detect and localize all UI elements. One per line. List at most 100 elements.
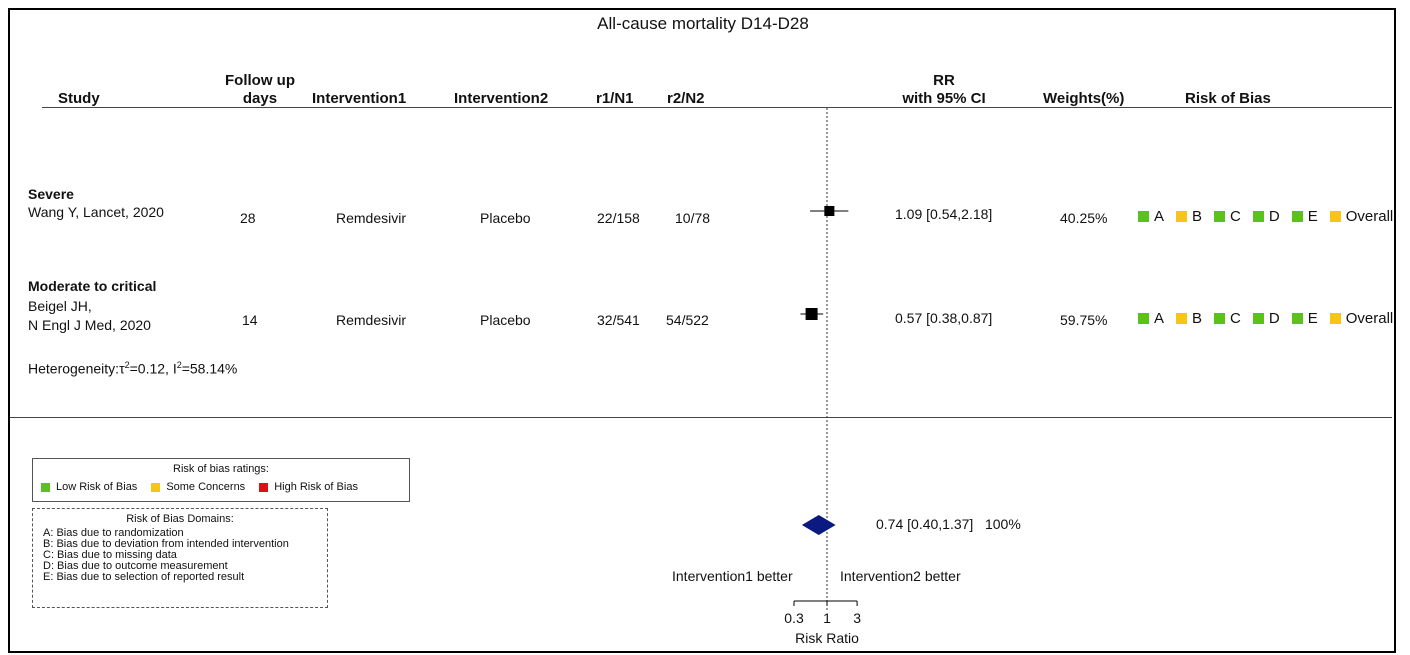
header-rr-line1: RR: [933, 72, 955, 89]
r2n2-value: 54/522: [666, 312, 709, 328]
header-follow-up: Follow up days: [205, 72, 315, 108]
follow-up-days: 14: [242, 312, 258, 328]
r1n1-value: 32/541: [597, 312, 640, 328]
tau-value: =0.12,: [129, 360, 173, 377]
pooled-weight: 100%: [984, 516, 1021, 532]
x-tick-label: 3: [853, 610, 861, 626]
domain-legend-item: B: Bias due to deviation from intended i…: [43, 538, 289, 550]
legend-some-square: [151, 482, 161, 492]
legend-high-square: [259, 482, 269, 492]
intervention1-value: Remdesivir: [336, 210, 407, 226]
pooled-estimate-diamond: [801, 515, 836, 535]
study-name: Beigel JH,: [28, 298, 92, 314]
point-estimate-square: [824, 205, 835, 217]
rob-domain-label: Overall: [1345, 208, 1394, 225]
rob-domain-label: D: [1268, 310, 1280, 327]
risk-of-bias-row: A B C D E Overall: [1138, 310, 1405, 327]
domains-legend-title: Risk of Bias Domains:: [126, 513, 234, 525]
legend-item-label: High Risk of Bias: [274, 481, 358, 493]
domain-legend-item: D: Bias due to outcome measurement: [43, 560, 228, 572]
rob-low-square: [1138, 313, 1149, 324]
i-symbol: I: [172, 360, 177, 377]
rob-domain-label: B: [1192, 310, 1203, 327]
ratings-legend-items: Low Risk of Bias Some Concerns High Risk o…: [41, 481, 409, 493]
i-superscript: 2: [176, 360, 182, 370]
rob-domain-label: E: [1307, 310, 1318, 327]
rob-domain-label: Overall: [1345, 310, 1394, 327]
rob-domain-label: D: [1268, 208, 1280, 225]
header-intervention2: Intervention2: [454, 90, 549, 107]
rob-some-square: [1176, 211, 1188, 222]
rob-low-square: [1252, 211, 1264, 222]
rob-domain-label: C: [1230, 208, 1241, 225]
header-rr: RR with 95% CI: [880, 72, 1008, 108]
risk-of-bias-ratings-legend: Risk of bias ratings: Low Risk of Bias So…: [32, 458, 410, 502]
x-tick-label: 1: [823, 610, 831, 626]
r2n2-value: 10/78: [675, 210, 711, 226]
rob-low-square: [1214, 313, 1226, 324]
rob-domain-label: A: [1154, 310, 1165, 327]
heterogeneity-prefix: Heterogeneity:: [28, 360, 120, 377]
legend-item-label: Some Concerns: [166, 481, 246, 493]
rob-domain-label: E: [1307, 208, 1318, 225]
risk-of-bias-domains-legend: Risk of Bias Domains: A: Bias due to ran…: [32, 508, 328, 608]
domains-legend-items: A: Bias due to randomization B: Bias due …: [43, 528, 327, 583]
favours-left-label: Intervention1 better: [672, 568, 793, 584]
bottom-rule: [10, 417, 1392, 418]
tau-superscript: 2: [124, 360, 130, 370]
ratings-legend-item: Some Concerns: [151, 481, 245, 493]
pooled-rr-ci: 0.74 [0.40,1.37]: [876, 516, 974, 532]
study-name-line2: N Engl J Med, 2020: [28, 317, 151, 333]
ratings-legend-item: High Risk of Bias: [259, 481, 358, 493]
rob-some-square: [1329, 313, 1341, 324]
header-study: Study: [58, 90, 100, 107]
study-name: Wang Y, Lancet, 2020: [28, 204, 164, 220]
tau-symbol: τ: [119, 360, 125, 377]
subgroup-label-severe: Severe: [28, 186, 74, 202]
heterogeneity-text: Heterogeneity:τ2=0.12, I2=58.14%: [28, 360, 237, 377]
intervention2-value: Placebo: [480, 312, 531, 328]
legend-item-label: Low Risk of Bias: [56, 481, 138, 493]
point-estimate-square: [805, 308, 818, 320]
rob-low-square: [1138, 211, 1149, 222]
rob-domain-label: B: [1192, 208, 1203, 225]
rob-domain-label: A: [1154, 208, 1165, 225]
r1n1-value: 22/158: [597, 210, 640, 226]
header-follow-up-line1: Follow up: [225, 72, 295, 89]
rob-low-square: [1291, 313, 1303, 324]
x-tick-label: 0.3: [784, 610, 804, 626]
forest-plot: 0.3 1 3 Risk Ratio: [784, 108, 861, 646]
header-risk-of-bias: Risk of Bias: [1185, 90, 1271, 107]
rob-low-square: [1291, 211, 1303, 222]
weight-value: 40.25%: [1060, 210, 1108, 226]
favours-right-label: Intervention2 better: [840, 568, 961, 584]
intervention2-value: Placebo: [480, 210, 531, 226]
domain-legend-item: C: Bias due to missing data: [43, 549, 177, 561]
ratings-legend-title: Risk of bias ratings:: [173, 463, 269, 475]
header-weights: Weights(%): [1043, 90, 1125, 107]
forest-plot-frame: All-cause mortality D14-D28 Study Follow…: [8, 8, 1396, 653]
chart-title: All-cause mortality D14-D28: [597, 14, 809, 33]
domain-legend-item: A: Bias due to randomization: [43, 527, 184, 539]
header-r2n2: r2/N2: [667, 90, 705, 107]
rob-low-square: [1252, 313, 1264, 324]
domain-legend-item: E: Bias due to selection of reported res…: [43, 571, 245, 583]
rob-some-square: [1329, 211, 1341, 222]
legend-low-square: [41, 482, 50, 492]
header-r1n1: r1/N1: [596, 90, 634, 107]
rob-low-square: [1214, 211, 1226, 222]
rob-domain-label: C: [1230, 310, 1241, 327]
ratings-legend-item: Low Risk of Bias: [41, 481, 137, 493]
header-intervention1: Intervention1: [312, 90, 407, 107]
rob-some-square: [1176, 313, 1188, 324]
header-follow-up-line2: days: [242, 90, 278, 107]
intervention1-value: Remdesivir: [336, 312, 407, 328]
header-rr-line2: with 95% CI: [902, 90, 986, 107]
x-axis-label: Risk Ratio: [795, 630, 859, 646]
subgroup-label-moderate-to-critical: Moderate to critical: [28, 278, 157, 294]
follow-up-days: 28: [240, 210, 256, 226]
rr-ci-text: 1.09 [0.54,2.18]: [895, 206, 993, 222]
i-value: =58.14%: [181, 360, 238, 377]
rr-ci-text: 0.57 [0.38,0.87]: [895, 310, 993, 326]
weight-value: 59.75%: [1060, 312, 1108, 328]
